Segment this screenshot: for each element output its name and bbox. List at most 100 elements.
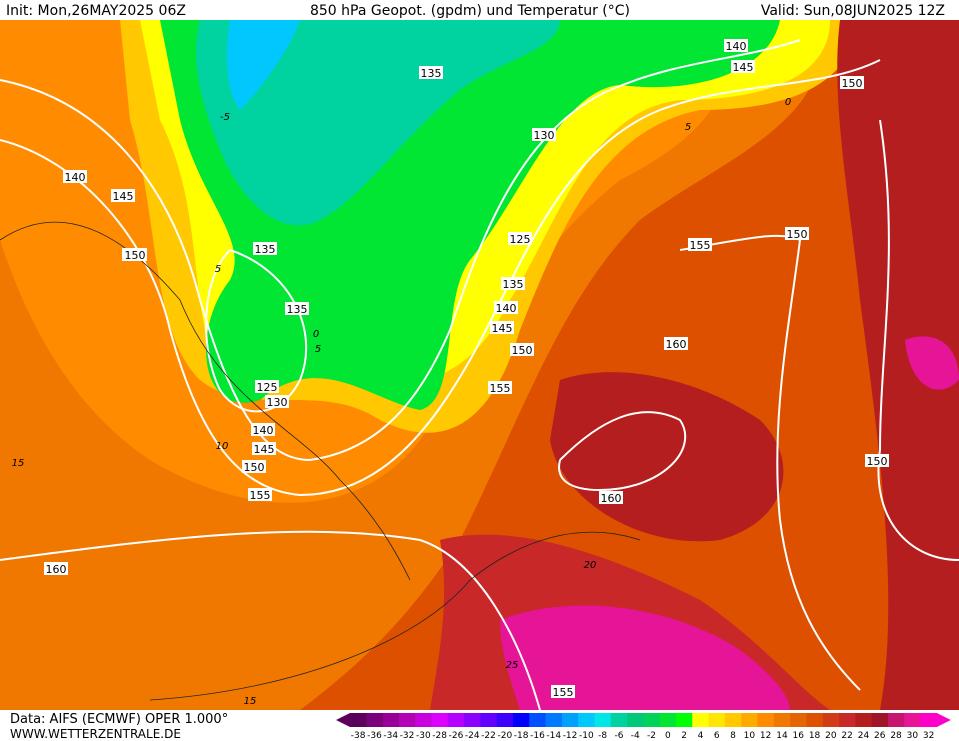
legend-tick-label: -36: [367, 731, 382, 741]
contour-label-box: [865, 454, 889, 467]
legend-swatch: [545, 713, 563, 727]
contour-label-box: [419, 66, 443, 79]
legend-tick-label: -28: [432, 731, 447, 741]
contour-label: 145: [254, 443, 275, 456]
legend-tick-label: 22: [841, 731, 852, 741]
legend-swatch: [366, 713, 384, 727]
temperature-label: -5: [220, 112, 230, 123]
contour-label: 160: [601, 492, 622, 505]
temperature-label: 10: [216, 441, 229, 452]
legend-swatch: [382, 713, 400, 727]
contour-label: 150: [787, 228, 808, 241]
legend-swatch: [464, 713, 481, 727]
legend-swatch: [610, 713, 628, 727]
contour-label-box: [501, 277, 525, 290]
contour-label: 125: [510, 233, 531, 246]
contour-label-box: [63, 170, 87, 183]
contour-label-box: [688, 238, 712, 251]
legend-tick-label: -2: [647, 731, 656, 741]
contour-label-box: [508, 232, 532, 245]
contour-label-box: [251, 423, 275, 436]
legend-tick-label: -38: [351, 731, 366, 741]
legend-swatch: [513, 713, 530, 727]
contour-label: 140: [65, 171, 86, 184]
legend-swatch: [724, 713, 742, 727]
contour-label-box: [252, 442, 276, 455]
contour-label: 140: [726, 40, 747, 53]
legend-swatch: [627, 713, 644, 727]
contour-label: 155: [490, 382, 511, 395]
temperature-label: 25: [506, 660, 519, 671]
contour-label-box: [664, 337, 688, 350]
contour-label-box: [242, 460, 266, 473]
temperature-label: 5: [215, 264, 221, 275]
legend-swatch: [920, 713, 938, 727]
color-legend: -38 -36 -34 -32 -30 -28 -26 -24 -22 -20 -18 -16 -14-…: [336, 713, 951, 741]
contour-label: 155: [250, 489, 271, 502]
temperature-label: 15: [12, 458, 25, 469]
contour-label: 130: [267, 396, 288, 409]
legend-tick-label: 32: [923, 731, 934, 741]
contour-label: 145: [113, 190, 134, 203]
legend-swatch: [790, 713, 807, 727]
legend-tick-label: -22: [481, 731, 496, 741]
legend-swatch: [757, 713, 775, 727]
temperature-label: 0: [313, 329, 319, 340]
legend-swatch: [741, 713, 758, 727]
legend-tick-label: -20: [497, 731, 512, 741]
temperature-label: 0: [785, 97, 791, 108]
contour-label: 135: [287, 303, 308, 316]
legend-tick-label: -14: [546, 731, 561, 741]
contour-label-box: [123, 248, 147, 261]
legend-swatch: [578, 713, 595, 727]
legend-swatch: [480, 713, 498, 727]
contour-label: 145: [733, 61, 754, 74]
legend-swatch: [561, 713, 579, 727]
contour-label: 140: [253, 424, 274, 437]
legend-swatch: [431, 713, 449, 727]
contour-label-box: [724, 39, 748, 52]
contour-label-box: [785, 227, 809, 240]
legend-swatch: [839, 713, 856, 727]
legend-tick-label: 26: [874, 731, 886, 741]
legend-tick-label: -18: [514, 731, 529, 741]
legend-tick-label: -24: [465, 731, 480, 741]
legend-swatch: [659, 713, 677, 727]
legend-swatch: [643, 713, 661, 727]
contour-label: 125: [257, 381, 278, 394]
contour-label: 160: [46, 563, 67, 576]
temperature-label: 5: [315, 344, 321, 355]
legend-swatch: [496, 713, 514, 727]
legend-swatch: [904, 713, 921, 727]
contour-label: 135: [503, 278, 524, 291]
legend-tick-label: -8: [598, 731, 607, 741]
contour-label-box: [488, 381, 512, 394]
contour-label: 155: [690, 239, 711, 252]
temperature-label: 15: [244, 696, 257, 707]
contour-label: 150: [244, 461, 265, 474]
contour-label-box: [840, 76, 864, 89]
contour-label-box: [111, 189, 135, 202]
legend-tick-label: -30: [416, 731, 431, 741]
contour-label-box: [731, 60, 755, 73]
legend-tick-label: 0: [665, 731, 671, 741]
site-url: WWW.WETTERZENTRALE.DE: [10, 727, 181, 741]
legend-swatch: [676, 713, 693, 727]
legend-tick-label: 10: [744, 731, 756, 741]
contour-label: 150: [512, 344, 533, 357]
contour-label: 150: [125, 249, 146, 262]
contour-labels: 1401451501351351351301251351401451501551…: [12, 39, 889, 707]
legend-swatch: [350, 713, 367, 727]
legend-tick-label: 14: [776, 731, 788, 741]
map-title: 850 hPa Geopot. (gpdm) und Temperatur (°…: [310, 3, 630, 19]
contour-label-box: [248, 488, 272, 501]
valid-time: Valid: Sun,08JUN2025 12Z: [761, 3, 945, 19]
legend-tick-label: -32: [400, 731, 415, 741]
legend-arrow-right: [936, 713, 951, 727]
legend-tick-label: -34: [383, 731, 398, 741]
legend-tick-label: 16: [793, 731, 805, 741]
legend-swatch: [855, 713, 873, 727]
contour-label: 135: [255, 243, 276, 256]
legend-tick-label: 24: [858, 731, 870, 741]
contour-label: 130: [534, 129, 555, 142]
